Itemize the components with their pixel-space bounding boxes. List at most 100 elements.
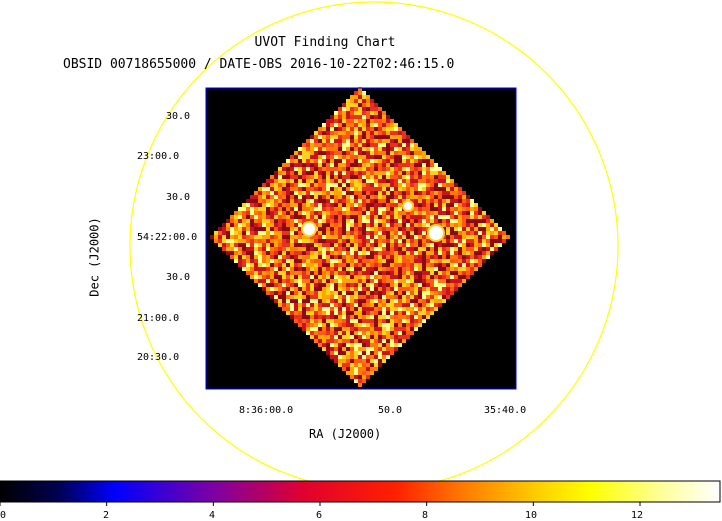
noise-pixel [246, 263, 250, 267]
noise-pixel [306, 159, 310, 163]
noise-pixel [230, 255, 234, 259]
noise-pixel [442, 211, 446, 215]
noise-pixel [286, 251, 290, 255]
noise-pixel [346, 327, 350, 331]
noise-pixel [474, 259, 478, 263]
noise-pixel [390, 339, 394, 343]
noise-pixel [422, 239, 426, 243]
noise-pixel [434, 195, 438, 199]
noise-pixel [402, 339, 406, 343]
noise-pixel [338, 243, 342, 247]
noise-pixel [374, 123, 378, 127]
noise-pixel [282, 191, 286, 195]
noise-pixel [322, 207, 326, 211]
noise-pixel [446, 223, 450, 227]
noise-pixel [382, 203, 386, 207]
noise-pixel [246, 211, 250, 215]
noise-pixel [334, 179, 338, 183]
noise-pixel [466, 215, 470, 219]
noise-pixel [334, 331, 338, 335]
noise-pixel [370, 159, 374, 163]
noise-pixel [370, 355, 374, 359]
noise-pixel [362, 147, 366, 151]
noise-pixel [282, 183, 286, 187]
noise-pixel [462, 247, 466, 251]
noise-pixel [302, 199, 306, 203]
noise-pixel [294, 275, 298, 279]
noise-pixel [330, 327, 334, 331]
noise-pixel [470, 203, 474, 207]
noise-pixel [398, 343, 402, 347]
noise-pixel [494, 235, 498, 239]
noise-pixel [362, 359, 366, 363]
noise-pixel [258, 263, 262, 267]
noise-pixel [410, 319, 414, 323]
noise-pixel [330, 307, 334, 311]
noise-pixel [450, 207, 454, 211]
noise-pixel [306, 295, 310, 299]
noise-pixel [346, 139, 350, 143]
noise-pixel [370, 203, 374, 207]
noise-pixel [330, 151, 334, 155]
noise-pixel [266, 243, 270, 247]
noise-pixel [346, 239, 350, 243]
noise-pixel [374, 187, 378, 191]
noise-pixel [302, 275, 306, 279]
noise-pixel [334, 271, 338, 275]
noise-pixel [370, 215, 374, 219]
noise-pixel [378, 163, 382, 167]
noise-pixel [474, 267, 478, 271]
noise-pixel [298, 171, 302, 175]
noise-pixel [302, 315, 306, 319]
noise-pixel [330, 295, 334, 299]
noise-pixel [266, 291, 270, 295]
noise-pixel [314, 251, 318, 255]
noise-pixel [458, 267, 462, 271]
noise-pixel [350, 95, 354, 99]
noise-pixel [298, 323, 302, 327]
noise-pixel [310, 135, 314, 139]
noise-pixel [442, 243, 446, 247]
noise-pixel [354, 143, 358, 147]
noise-pixel [298, 203, 302, 207]
noise-pixel [386, 279, 390, 283]
noise-pixel [342, 335, 346, 339]
noise-pixel [438, 183, 442, 187]
noise-pixel [334, 131, 338, 135]
noise-pixel [254, 195, 258, 199]
noise-pixel [438, 299, 442, 303]
noise-pixel [334, 123, 338, 127]
noise-pixel [378, 219, 382, 223]
noise-pixel [438, 263, 442, 267]
noise-pixel [370, 331, 374, 335]
noise-pixel [426, 163, 430, 167]
noise-pixel [366, 115, 370, 119]
noise-pixel [382, 243, 386, 247]
noise-pixel [418, 279, 422, 283]
noise-pixel [282, 275, 286, 279]
noise-pixel [306, 191, 310, 195]
noise-pixel [330, 351, 334, 355]
noise-pixel [234, 231, 238, 235]
noise-pixel [338, 203, 342, 207]
noise-pixel [426, 207, 430, 211]
noise-pixel [330, 171, 334, 175]
noise-pixel [242, 203, 246, 207]
noise-pixel [326, 203, 330, 207]
noise-pixel [326, 299, 330, 303]
noise-pixel [402, 179, 406, 183]
noise-pixel [366, 235, 370, 239]
noise-pixel [282, 203, 286, 207]
noise-pixel [330, 299, 334, 303]
noise-pixel [350, 287, 354, 291]
noise-pixel [394, 131, 398, 135]
noise-pixel [302, 239, 306, 243]
noise-pixel [462, 215, 466, 219]
noise-pixel [362, 303, 366, 307]
noise-pixel [418, 175, 422, 179]
noise-pixel [338, 175, 342, 179]
noise-pixel [342, 279, 346, 283]
noise-pixel [282, 231, 286, 235]
noise-pixel [326, 179, 330, 183]
noise-pixel [274, 223, 278, 227]
